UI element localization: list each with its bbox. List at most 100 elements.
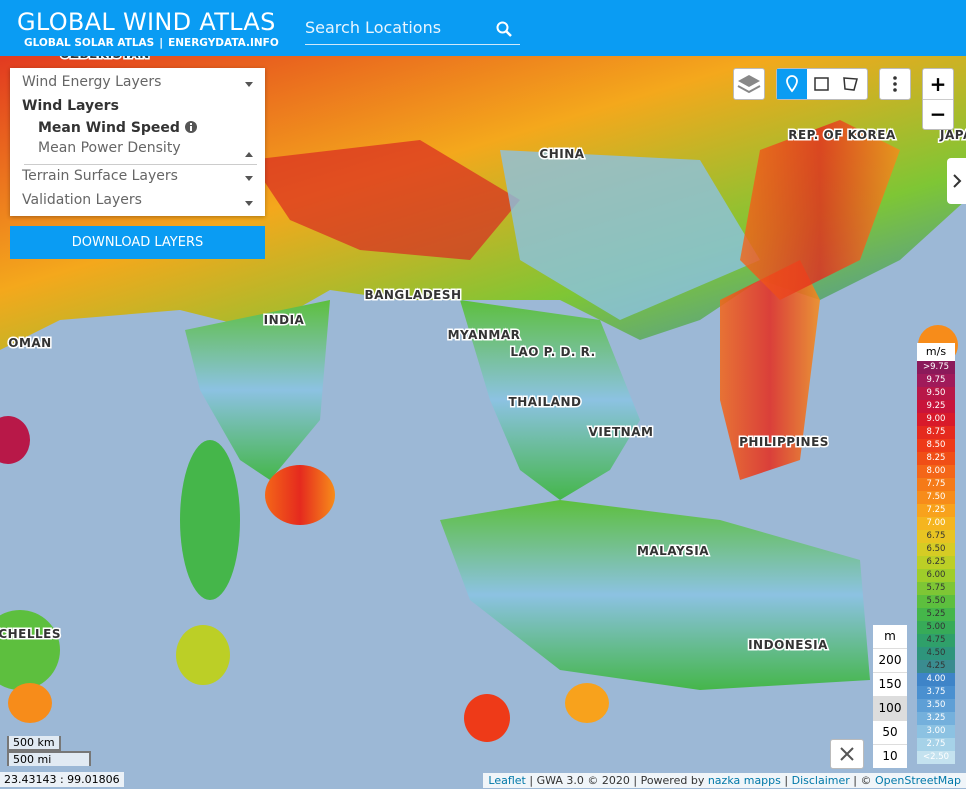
attribution-part: | © <box>849 774 875 787</box>
search-icon[interactable] <box>496 21 512 37</box>
legend-swatch: 7.75 <box>917 478 955 491</box>
legend-swatch: 6.00 <box>917 569 955 582</box>
info-icon[interactable] <box>184 121 197 133</box>
map-label: THAILAND <box>509 395 582 409</box>
legend-swatch: 9.50 <box>917 387 955 400</box>
legend-swatch: 5.25 <box>917 608 955 621</box>
map-label: OMAN <box>8 336 51 350</box>
header-link[interactable]: ENERGYDATA.INFO <box>154 37 279 49</box>
zoom-out[interactable]: − <box>929 102 947 126</box>
attribution-part: nazka mapps <box>707 774 781 787</box>
map-label: CHINA <box>539 147 584 161</box>
indonesia <box>440 500 870 690</box>
india <box>185 300 330 480</box>
seychelles <box>0 610 60 690</box>
menu-button[interactable] <box>879 68 911 100</box>
east-china-sea <box>740 120 900 300</box>
scale-km: 500 km <box>7 736 61 751</box>
app-title[interactable]: GLOBAL WIND ATLAS <box>17 8 276 36</box>
caret[interactable] <box>245 82 253 87</box>
legend-swatch: 4.75 <box>917 634 955 647</box>
indochina <box>460 300 640 500</box>
legend-swatch: 3.75 <box>917 686 955 699</box>
close-icon <box>840 747 854 761</box>
height-option[interactable]: 150 <box>873 672 907 696</box>
legend-swatch: <2.50 <box>917 751 955 764</box>
divider <box>24 164 257 165</box>
chagos <box>176 625 230 685</box>
tibet <box>250 140 520 260</box>
map-label: SEYCHELLES <box>0 627 61 641</box>
layer-item[interactable]: Mean Wind Speed <box>38 120 180 136</box>
legend-swatch: 4.50 <box>917 647 955 660</box>
menu-icon <box>893 76 897 92</box>
close-button[interactable] <box>830 739 864 769</box>
island-c <box>0 416 30 464</box>
legend-swatch: 9.00 <box>917 413 955 426</box>
map-label: INDIA <box>264 313 305 327</box>
caret[interactable] <box>245 201 253 206</box>
caret[interactable] <box>245 152 253 157</box>
legend-swatch: 4.25 <box>917 660 955 673</box>
search-box[interactable]: Search Locations <box>305 12 520 45</box>
search-placeholder: Search Locations <box>305 18 442 37</box>
legend-swatch: 9.25 <box>917 400 955 413</box>
map-label: INDONESIA <box>748 638 828 652</box>
layers-icon <box>737 75 761 94</box>
legend-swatch: 8.75 <box>917 426 955 439</box>
attribution-part: OpenStreetMap <box>874 774 961 787</box>
layer-item[interactable]: Mean Power Density <box>38 140 181 156</box>
layer-group[interactable]: Wind Energy Layers <box>22 74 162 90</box>
legend-swatch: >9.75 <box>917 361 955 374</box>
map-label: JAPAN <box>939 128 966 142</box>
legend-swatch: 6.25 <box>917 556 955 569</box>
legend-swatch: 2.75 <box>917 738 955 751</box>
legend-swatch: 5.00 <box>917 621 955 634</box>
side-tab[interactable] <box>947 158 966 204</box>
header: GLOBAL WIND ATLAS GLOBAL SOLAR ATLASENER… <box>0 0 966 56</box>
layer-subgroup: Wind Layers <box>22 98 119 114</box>
download-button[interactable]: DOWNLOAD LAYERS <box>10 226 265 259</box>
layer-panel: Wind Energy Layers Wind Layers Mean Wind… <box>10 68 265 216</box>
height-option[interactable]: 200 <box>873 648 907 672</box>
legend-swatch: 5.50 <box>917 595 955 608</box>
legend-swatch: 4.00 <box>917 673 955 686</box>
china-low <box>500 150 760 320</box>
caret[interactable] <box>245 176 253 181</box>
zoom-control: + − <box>922 68 954 130</box>
header-link[interactable]: GLOBAL SOLAR ATLAS <box>24 37 155 49</box>
island-d <box>8 683 52 723</box>
height-option[interactable]: 100 <box>873 696 907 720</box>
height-option[interactable]: 50 <box>873 720 907 744</box>
legend-swatch: 3.00 <box>917 725 955 738</box>
legend-swatch: 7.25 <box>917 504 955 517</box>
zoom-in[interactable]: + <box>923 69 953 100</box>
map-label: BANGLADESH <box>364 288 461 302</box>
draw-icons[interactable] <box>777 69 867 99</box>
map-labels: UZBEKISTANCHINAREP. OF KOREAJAPANBANGLAD… <box>0 46 966 654</box>
header-links: GLOBAL SOLAR ATLASENERGYDATA.INFO <box>24 37 279 49</box>
legend: m/s >9.75 9.75 9.50 9.25 9.00 8.75 8.50 8.25 8.0… <box>917 343 955 764</box>
scale-mi: 500 mi <box>7 751 91 766</box>
attribution-part: | GWA 3.0 © 2020 | Powered by <box>525 774 708 787</box>
map-label: PHILIPPINES <box>739 435 829 449</box>
layer-group[interactable]: Terrain Surface Layers <box>22 168 178 184</box>
maldives <box>180 440 240 600</box>
map-label: VIETNAM <box>589 425 654 439</box>
layer-item-active[interactable]: Mean Wind Speed <box>38 120 197 136</box>
layer-group[interactable]: Validation Layers <box>22 192 142 208</box>
legend-swatch: 9.75 <box>917 374 955 387</box>
map-label: MALAYSIA <box>637 544 709 558</box>
attribution-part: | <box>780 774 792 787</box>
height-unit: m <box>884 629 896 643</box>
map-label: MYANMAR <box>448 328 521 342</box>
height-option[interactable]: 10 <box>873 744 907 768</box>
map-label: LAO P. D. R. <box>510 345 595 359</box>
sri-lanka <box>265 465 335 525</box>
layers-button[interactable] <box>733 68 765 100</box>
island-b <box>565 683 609 723</box>
legend-swatch: 6.50 <box>917 543 955 556</box>
legend-swatch: 8.25 <box>917 452 955 465</box>
